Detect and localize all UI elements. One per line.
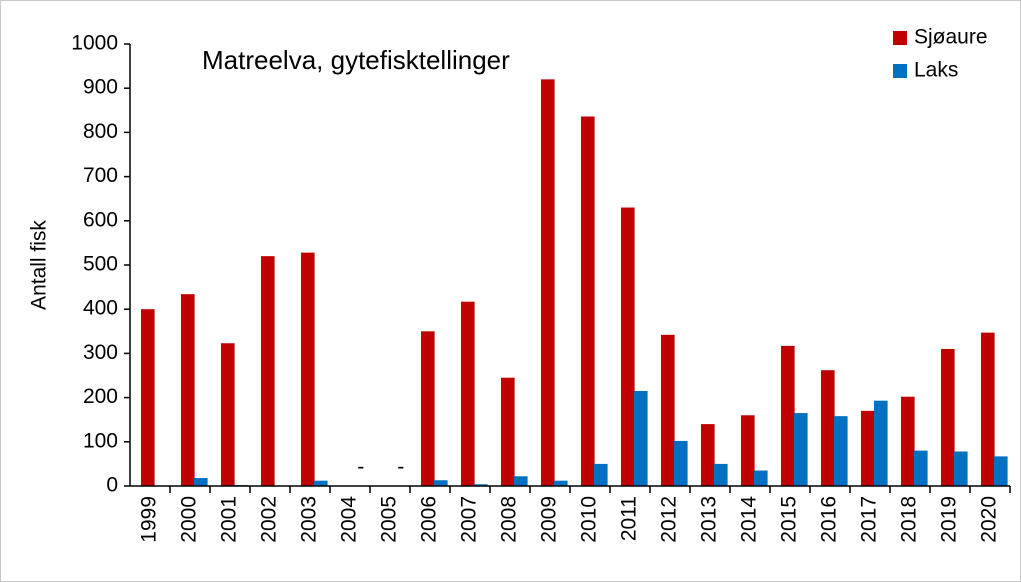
x-tick-label: 2015 <box>778 496 801 543</box>
legend-label: Sjøaure <box>914 26 988 49</box>
y-tick-label: 100 <box>83 429 118 452</box>
y-tick-label: 800 <box>83 120 118 143</box>
y-tick-label: 900 <box>83 76 118 99</box>
bar <box>461 301 475 486</box>
bar <box>634 390 648 486</box>
bar <box>554 480 568 486</box>
bar <box>221 343 235 486</box>
bar <box>754 470 768 486</box>
y-tick-label: 200 <box>83 385 118 408</box>
bar <box>661 334 675 486</box>
bar <box>821 370 835 486</box>
legend-swatch <box>893 64 907 78</box>
x-tick-label: 1999 <box>138 496 161 543</box>
legend-label: Laks <box>914 59 958 82</box>
chart-title: Matreelva, gytefisktellinger <box>202 45 510 75</box>
y-tick-label: 500 <box>83 253 118 276</box>
x-tick-label: 2017 <box>858 496 881 543</box>
bar <box>781 345 795 486</box>
bar <box>674 440 688 486</box>
bar <box>181 294 195 486</box>
bar <box>194 478 208 486</box>
x-tick-label: 2003 <box>298 496 321 543</box>
bar <box>141 309 155 486</box>
bar <box>621 207 635 487</box>
bar <box>501 377 515 486</box>
y-tick-label: 1000 <box>71 32 118 55</box>
x-tick-label: 2006 <box>418 496 441 543</box>
bar <box>901 396 915 486</box>
bar <box>541 79 555 487</box>
y-tick-label: 300 <box>83 341 118 364</box>
x-tick-label: 2005 <box>378 496 401 543</box>
x-tick-label: 2013 <box>698 496 721 543</box>
bar <box>261 256 275 486</box>
y-axis-label: Antall fisk <box>28 220 51 310</box>
x-tick-label: 2000 <box>178 496 201 543</box>
x-tick-label: 2001 <box>218 496 241 543</box>
bar <box>941 348 955 486</box>
bar <box>914 450 928 486</box>
x-tick-label: 2007 <box>458 496 481 543</box>
x-tick-label: 2016 <box>818 496 841 543</box>
bar <box>701 424 715 486</box>
bar <box>954 451 968 486</box>
x-tick-label: 2011 <box>618 496 641 541</box>
legend-swatch <box>893 31 907 45</box>
bar <box>861 410 875 486</box>
x-tick-label: 2012 <box>658 496 681 543</box>
bar <box>514 476 528 486</box>
y-tick-label: 600 <box>83 208 118 231</box>
bar <box>421 331 435 486</box>
bar <box>581 116 595 486</box>
x-tick-label: 2019 <box>938 496 961 543</box>
y-tick-label: 0 <box>106 474 118 497</box>
bar <box>434 480 448 486</box>
x-tick-label: 2009 <box>538 496 561 543</box>
bar <box>874 400 888 486</box>
bar <box>834 416 848 486</box>
x-tick-label: 2004 <box>338 496 361 543</box>
bar <box>594 463 608 486</box>
x-tick-label: 2018 <box>898 496 921 543</box>
bar <box>994 456 1008 486</box>
x-tick-label: 2008 <box>498 496 521 543</box>
y-tick-label: 700 <box>83 164 118 187</box>
bar <box>794 413 808 486</box>
bar <box>981 332 995 486</box>
x-tick-label: 2020 <box>978 496 1001 543</box>
x-tick-label: 2014 <box>738 496 761 543</box>
bar <box>314 480 328 486</box>
bar <box>301 252 315 486</box>
x-tick-label: 2002 <box>258 496 281 543</box>
x-tick-label: 2010 <box>578 496 601 543</box>
value-label: - <box>357 456 364 479</box>
bar <box>714 463 728 486</box>
bar <box>741 415 755 486</box>
value-label: - <box>397 456 404 479</box>
bar <box>474 484 488 486</box>
y-tick-label: 400 <box>83 297 118 320</box>
